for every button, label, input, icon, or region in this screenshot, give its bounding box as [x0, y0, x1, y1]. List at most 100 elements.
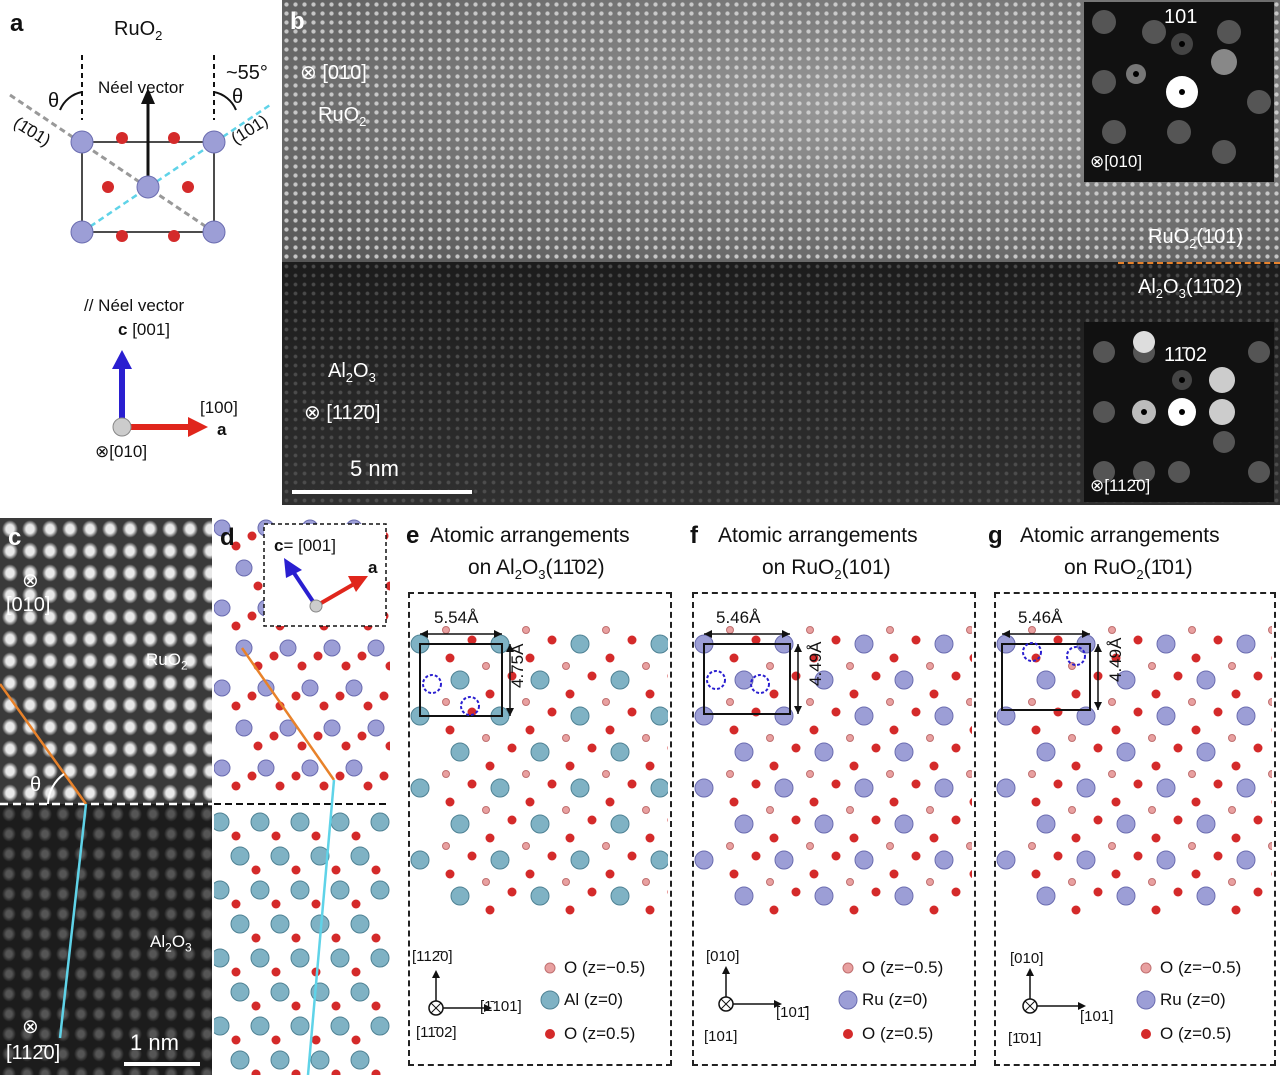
- o-atom: [271, 831, 281, 841]
- o-atom-lower: [966, 698, 972, 706]
- o-atom: [182, 181, 194, 193]
- o-atom-upper: [1151, 689, 1161, 699]
- o-atom: [371, 865, 381, 875]
- al2o3-hrstem-image: [0, 804, 212, 1075]
- panel-f-label: f: [690, 522, 698, 549]
- o-atom-lower: [1148, 878, 1156, 886]
- crystal-axes-a: [112, 350, 208, 437]
- o-atom: [291, 933, 301, 943]
- o-atom-upper: [1071, 833, 1081, 843]
- angle-approx-label: ~55°: [226, 62, 268, 84]
- zone-top-c-dir: [010]: [6, 594, 51, 616]
- metal-atom: [996, 706, 1016, 726]
- o-atom: [341, 741, 351, 751]
- o-atom-lower: [806, 770, 814, 778]
- ru-atom: [202, 130, 226, 154]
- metal-atom: [530, 742, 550, 762]
- o-atom-lower: [1268, 698, 1272, 706]
- al-atom: [214, 880, 230, 900]
- panel-g-title2: on RuO2(1̄01): [1064, 556, 1193, 583]
- o-atom-upper: [605, 725, 615, 735]
- al2o3-label-c: Al2O3: [150, 932, 192, 955]
- metal-atom: [1036, 814, 1056, 834]
- metal-atom: [894, 814, 914, 834]
- metal-atom: [410, 778, 430, 798]
- o-atom: [271, 1035, 281, 1045]
- panel-g-dim-h: 4.49Å: [1106, 637, 1125, 682]
- o-atom-lower: [1028, 770, 1036, 778]
- o-atom-lower: [562, 806, 570, 814]
- o-atom: [269, 731, 279, 741]
- interface-model: [214, 519, 390, 1075]
- metal-atom: [610, 814, 630, 834]
- o-atom-upper: [889, 797, 899, 807]
- o-atom-upper: [1111, 725, 1121, 735]
- o-atom-upper: [1173, 815, 1183, 825]
- metal-atom: [734, 814, 754, 834]
- o-atom-upper: [1133, 707, 1143, 717]
- o-atom: [331, 1001, 341, 1011]
- metal-atom: [894, 886, 914, 906]
- o-atom: [311, 899, 321, 909]
- o-atom-upper: [729, 653, 739, 663]
- o-atom: [102, 181, 114, 193]
- o-atom: [357, 731, 367, 741]
- o-atom: [331, 865, 341, 875]
- o-atom-upper: [485, 905, 495, 915]
- o-atom-upper: [605, 653, 615, 663]
- metal-atom: [774, 850, 794, 870]
- metal-atom: [1036, 742, 1056, 762]
- o-atom-upper: [645, 905, 655, 915]
- metal-atom: [854, 634, 874, 654]
- o-atom: [253, 741, 263, 751]
- o-atom-lower: [642, 734, 650, 742]
- metal-atom: [450, 670, 470, 690]
- o-atom-lower: [642, 806, 650, 814]
- o-atom: [231, 899, 241, 909]
- o-atom-lower: [726, 698, 734, 706]
- o-atom-upper: [751, 779, 761, 789]
- metal-atom: [610, 886, 630, 906]
- metal-atom: [1236, 778, 1256, 798]
- o-atom-upper: [445, 725, 455, 735]
- ru-atom: [301, 679, 319, 697]
- o-atom-upper: [831, 707, 841, 717]
- metal-atom: [1196, 814, 1216, 834]
- o-atom-lower: [482, 806, 490, 814]
- o-atom-upper: [587, 743, 597, 753]
- metal-atom: [1076, 850, 1096, 870]
- panel-e-legend-0: O (z=−0.5): [564, 958, 646, 977]
- o-atom-upper: [667, 673, 668, 679]
- o-atom-upper: [1253, 887, 1263, 897]
- o-atom-upper: [729, 797, 739, 807]
- o-atom-lower: [846, 662, 854, 670]
- o-atom-upper: [565, 833, 575, 843]
- diffraction-inset-bottom: 11̄02 ⊗[112̄0]: [1084, 322, 1274, 502]
- o-atom-upper: [587, 815, 597, 825]
- panel-d: d c= [001] a: [214, 518, 390, 1075]
- ru-atom: [367, 719, 385, 737]
- panel-e-legend-1: Al (z=0): [564, 990, 624, 1009]
- o-atom-upper: [849, 689, 859, 699]
- al-atom: [370, 812, 390, 832]
- o-atom-lower: [926, 878, 934, 886]
- o-atom-upper: [565, 689, 575, 699]
- o-atom-upper: [565, 905, 575, 915]
- o-atom-lower: [602, 770, 610, 778]
- panel-e-title1: Atomic arrangements: [430, 524, 630, 547]
- o-atom: [231, 967, 241, 977]
- o-atom-upper: [525, 653, 535, 663]
- panel-g-legend-1: Ru (z=0): [1160, 990, 1226, 1009]
- o-atom: [247, 691, 257, 701]
- metal-atom: [854, 706, 874, 726]
- o-atom-upper: [791, 743, 801, 753]
- o-atom: [371, 1001, 381, 1011]
- o-atom: [231, 701, 241, 711]
- o-atom-upper: [951, 815, 961, 825]
- o-atom-upper: [1271, 655, 1272, 661]
- zone-bottom-c-symbol: ⊗: [22, 1016, 39, 1038]
- o-atom-upper: [1093, 887, 1103, 897]
- o-atom-lower: [1108, 842, 1116, 850]
- ru-atom: [214, 759, 231, 777]
- o-atom-upper: [445, 653, 455, 663]
